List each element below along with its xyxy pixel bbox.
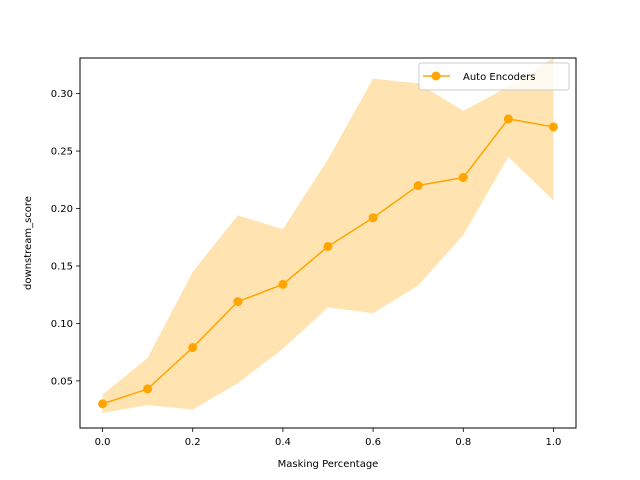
y-tick-label: 0.25 [51,147,73,158]
data-point [413,181,423,191]
y-tick-label: 0.20 [51,204,73,215]
data-point [548,122,558,132]
x-tick-label: 0.0 [95,437,111,448]
x-axis-ticks: 0.0 0.2 0.4 0.6 0.8 1.0 [95,428,562,448]
x-tick-label: 0.6 [365,437,381,448]
y-tick-label: 0.05 [51,376,73,387]
legend-marker-swatch [431,71,441,81]
data-point [188,343,198,353]
y-tick-label: 0.15 [51,261,73,272]
y-tick-label: 0.10 [51,319,73,330]
legend-box [418,62,570,91]
x-axis-label: Masking Percentage [278,459,379,470]
data-point [458,173,468,182]
data-point [98,399,108,409]
x-tick-label: 1.0 [546,437,562,448]
legend-label: Auto Encoders [463,72,536,83]
y-tick-label: 0.30 [51,89,73,100]
data-point [503,114,513,124]
y-axis-ticks: 0.05 0.10 0.15 0.20 0.25 0.30 [51,89,80,387]
data-point [323,241,333,251]
x-tick-label: 0.8 [455,437,471,448]
data-point [143,384,153,394]
x-tick-label: 0.2 [185,437,201,448]
x-tick-label: 0.4 [275,437,291,448]
data-point [233,297,243,307]
series-marker-layer [98,114,558,409]
legend: Auto Encoders [418,62,570,91]
data-point [368,213,378,223]
data-point [278,279,288,289]
plot-frame [79,57,577,429]
y-axis-label: downstream_score [23,196,34,290]
